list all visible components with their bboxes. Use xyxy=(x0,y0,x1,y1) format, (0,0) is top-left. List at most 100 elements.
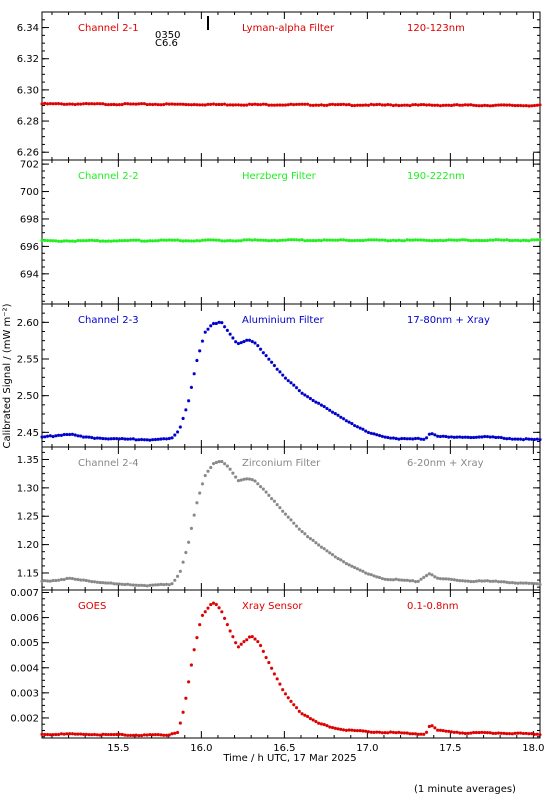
data-point xyxy=(239,478,243,482)
data-point xyxy=(117,437,122,441)
data-point xyxy=(366,730,371,734)
data-point xyxy=(347,728,351,732)
data-point xyxy=(405,731,409,735)
data-point xyxy=(159,103,163,107)
data-point xyxy=(433,575,437,579)
data-point xyxy=(264,102,268,106)
data-point xyxy=(242,103,246,107)
y-tick-label: 2.50 xyxy=(17,391,39,402)
data-point xyxy=(178,102,182,106)
data-point xyxy=(228,332,232,336)
data-point xyxy=(344,103,348,107)
data-point xyxy=(45,579,50,583)
data-point xyxy=(236,645,241,649)
data-point xyxy=(430,724,434,728)
data-point xyxy=(405,578,409,582)
data-point xyxy=(134,733,138,737)
data-point xyxy=(225,103,229,107)
data-point xyxy=(308,238,312,243)
data-point xyxy=(355,238,359,243)
data-point xyxy=(430,573,434,577)
data-point xyxy=(483,730,487,735)
data-point xyxy=(372,730,376,734)
data-point xyxy=(84,578,88,583)
data-point xyxy=(173,731,177,735)
data-point xyxy=(153,583,158,587)
data-point xyxy=(153,239,158,243)
data-point xyxy=(535,582,539,586)
data-point xyxy=(502,238,506,242)
data-point xyxy=(156,733,160,737)
y-tick-label: 2.45 xyxy=(17,428,39,439)
data-point xyxy=(460,238,465,242)
data-point xyxy=(458,435,462,439)
data-point xyxy=(303,393,307,397)
data-point xyxy=(513,437,517,441)
data-point xyxy=(198,491,202,495)
data-point xyxy=(200,238,205,242)
data-point xyxy=(516,731,520,735)
data-point xyxy=(283,512,288,516)
filter-label: Zirconium Filter xyxy=(242,458,321,469)
data-point xyxy=(364,103,368,107)
data-point xyxy=(195,636,199,640)
data-point xyxy=(195,501,199,505)
data-point xyxy=(140,583,144,587)
data-point xyxy=(142,438,146,442)
data-point xyxy=(419,437,423,441)
data-point xyxy=(87,733,91,737)
data-point xyxy=(48,733,52,737)
data-point xyxy=(126,437,130,441)
data-point xyxy=(247,102,252,106)
data-point xyxy=(134,438,138,442)
data-point xyxy=(375,238,379,242)
data-point xyxy=(101,239,105,243)
data-point xyxy=(95,733,99,737)
data-point xyxy=(480,730,484,735)
data-point xyxy=(444,577,448,581)
data-point xyxy=(153,733,158,737)
data-point xyxy=(300,391,304,395)
data-point xyxy=(43,579,47,583)
data-point xyxy=(449,103,454,108)
data-point xyxy=(261,102,265,106)
data-point xyxy=(306,535,310,539)
data-point xyxy=(513,731,517,735)
data-point xyxy=(538,437,542,442)
data-point xyxy=(211,321,216,326)
data-point xyxy=(79,102,83,106)
data-point xyxy=(192,372,196,376)
data-point xyxy=(469,435,473,440)
data-point xyxy=(40,102,44,106)
data-point xyxy=(256,344,260,348)
data-point xyxy=(436,103,440,107)
data-point xyxy=(264,353,268,358)
data-point xyxy=(474,579,478,583)
data-point xyxy=(330,238,335,242)
data-point xyxy=(499,731,503,735)
data-point xyxy=(231,471,235,475)
data-point xyxy=(494,435,498,440)
data-point xyxy=(62,432,66,437)
x-tick-label: 17.0 xyxy=(356,743,378,754)
data-point xyxy=(452,578,456,582)
data-point xyxy=(366,572,371,576)
data-point xyxy=(494,579,498,583)
data-point xyxy=(258,102,263,107)
data-point xyxy=(178,425,182,429)
data-point xyxy=(341,560,346,564)
data-point xyxy=(463,238,467,242)
data-point xyxy=(220,102,224,107)
data-point xyxy=(319,545,324,549)
data-point xyxy=(538,582,542,587)
data-point xyxy=(117,239,122,243)
data-point xyxy=(145,733,149,737)
data-point xyxy=(214,460,218,465)
data-point xyxy=(76,102,80,106)
data-point xyxy=(142,583,146,588)
data-point xyxy=(391,436,395,440)
data-point xyxy=(283,692,288,696)
data-point xyxy=(383,730,387,735)
data-point xyxy=(137,238,141,242)
data-point xyxy=(483,579,487,583)
